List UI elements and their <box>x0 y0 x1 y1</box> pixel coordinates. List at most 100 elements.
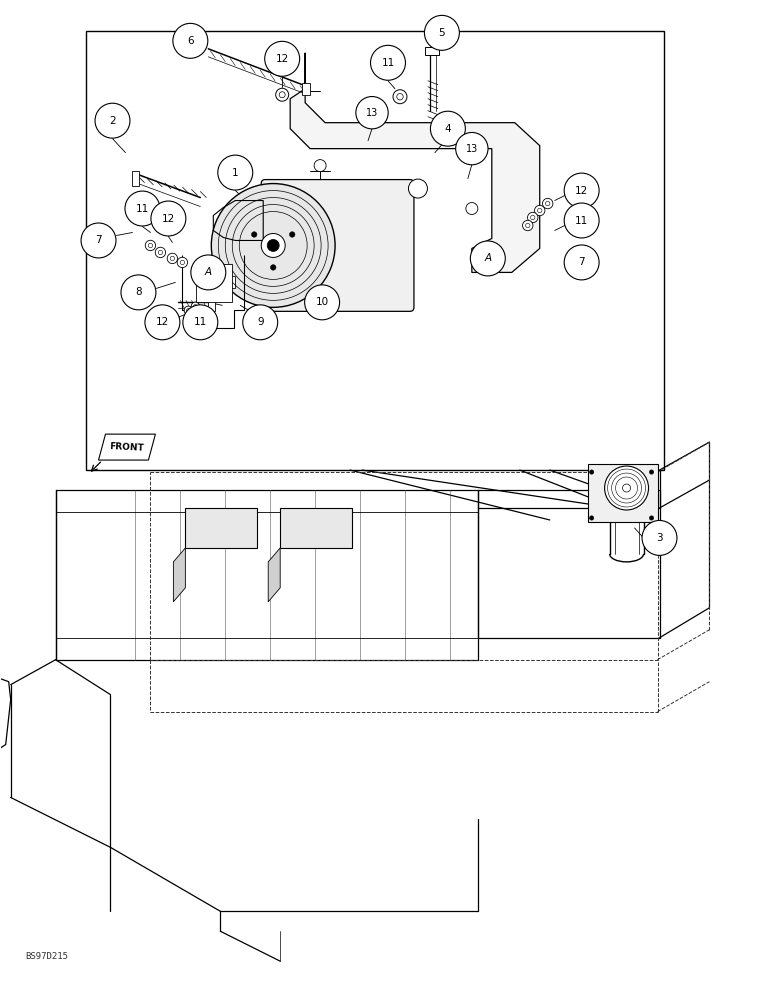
Bar <box>133 171 140 186</box>
Circle shape <box>187 309 190 312</box>
Circle shape <box>397 94 403 100</box>
Circle shape <box>125 191 160 226</box>
Circle shape <box>622 484 631 492</box>
Circle shape <box>526 223 530 228</box>
Circle shape <box>543 198 553 209</box>
Text: 11: 11 <box>575 216 588 226</box>
Text: FRONT: FRONT <box>109 442 144 452</box>
Circle shape <box>279 92 285 98</box>
Text: A: A <box>484 253 492 263</box>
Circle shape <box>371 45 405 80</box>
Circle shape <box>590 516 594 520</box>
Circle shape <box>314 160 326 172</box>
Circle shape <box>212 184 335 307</box>
Text: 2: 2 <box>109 116 116 126</box>
Text: 12: 12 <box>276 54 289 64</box>
Text: BS97D215: BS97D215 <box>25 952 69 961</box>
Circle shape <box>151 201 186 236</box>
Text: 9: 9 <box>257 317 263 327</box>
Text: 7: 7 <box>578 257 585 267</box>
Circle shape <box>148 243 153 248</box>
Text: 4: 4 <box>445 124 451 134</box>
Circle shape <box>267 239 279 251</box>
Polygon shape <box>174 548 185 602</box>
Text: A: A <box>205 267 212 277</box>
Circle shape <box>178 257 188 268</box>
Text: 7: 7 <box>95 235 102 245</box>
Polygon shape <box>99 434 155 460</box>
Circle shape <box>121 275 156 310</box>
Circle shape <box>425 15 459 50</box>
Circle shape <box>265 41 300 76</box>
Text: 3: 3 <box>656 533 663 543</box>
Text: 6: 6 <box>187 36 194 46</box>
Circle shape <box>530 215 535 220</box>
Circle shape <box>546 201 550 206</box>
Circle shape <box>466 203 478 215</box>
Circle shape <box>252 232 257 237</box>
Circle shape <box>95 103 130 138</box>
Circle shape <box>155 247 166 258</box>
Circle shape <box>290 232 295 237</box>
Circle shape <box>534 205 545 216</box>
Circle shape <box>642 520 677 555</box>
Circle shape <box>170 256 174 261</box>
Bar <box>86 31 665 470</box>
Circle shape <box>356 97 388 129</box>
Text: 10: 10 <box>316 297 329 307</box>
Bar <box>185 508 257 548</box>
Circle shape <box>173 23 208 58</box>
Circle shape <box>183 305 218 340</box>
Circle shape <box>455 132 488 165</box>
Circle shape <box>218 155 252 190</box>
Circle shape <box>180 260 185 265</box>
Circle shape <box>527 212 538 223</box>
Text: 11: 11 <box>381 58 394 68</box>
Bar <box>587 464 658 522</box>
Text: 13: 13 <box>466 144 478 154</box>
Circle shape <box>168 253 178 264</box>
Circle shape <box>431 111 466 146</box>
Circle shape <box>649 470 654 474</box>
Circle shape <box>604 466 648 510</box>
Text: 11: 11 <box>194 317 207 327</box>
Circle shape <box>261 233 285 257</box>
Circle shape <box>537 208 542 213</box>
Text: 13: 13 <box>366 108 378 118</box>
Circle shape <box>564 245 599 280</box>
Circle shape <box>191 255 225 290</box>
Circle shape <box>145 240 156 251</box>
Text: 1: 1 <box>232 168 239 178</box>
Polygon shape <box>0 672 11 758</box>
FancyBboxPatch shape <box>261 180 414 311</box>
Bar <box>425 47 439 55</box>
Circle shape <box>81 223 116 258</box>
Circle shape <box>185 306 192 315</box>
Circle shape <box>649 516 654 520</box>
Circle shape <box>145 305 180 340</box>
Text: 5: 5 <box>438 28 445 38</box>
Bar <box>280 508 352 548</box>
Circle shape <box>194 305 197 308</box>
Bar <box>208 299 215 311</box>
Text: 12: 12 <box>156 317 169 327</box>
Text: 12: 12 <box>162 214 175 224</box>
Circle shape <box>564 203 599 238</box>
Bar <box>229 276 235 288</box>
Circle shape <box>393 90 407 104</box>
Circle shape <box>191 302 199 311</box>
Polygon shape <box>268 548 280 602</box>
Circle shape <box>270 265 276 270</box>
Text: 11: 11 <box>136 204 149 214</box>
Circle shape <box>470 241 506 276</box>
Polygon shape <box>290 53 540 272</box>
Bar <box>196 264 232 302</box>
Text: 12: 12 <box>575 186 588 196</box>
Circle shape <box>276 88 289 101</box>
Circle shape <box>564 173 599 208</box>
Circle shape <box>305 285 340 320</box>
Circle shape <box>523 220 533 231</box>
Circle shape <box>158 250 163 255</box>
Text: 8: 8 <box>135 287 142 297</box>
Circle shape <box>408 179 428 198</box>
